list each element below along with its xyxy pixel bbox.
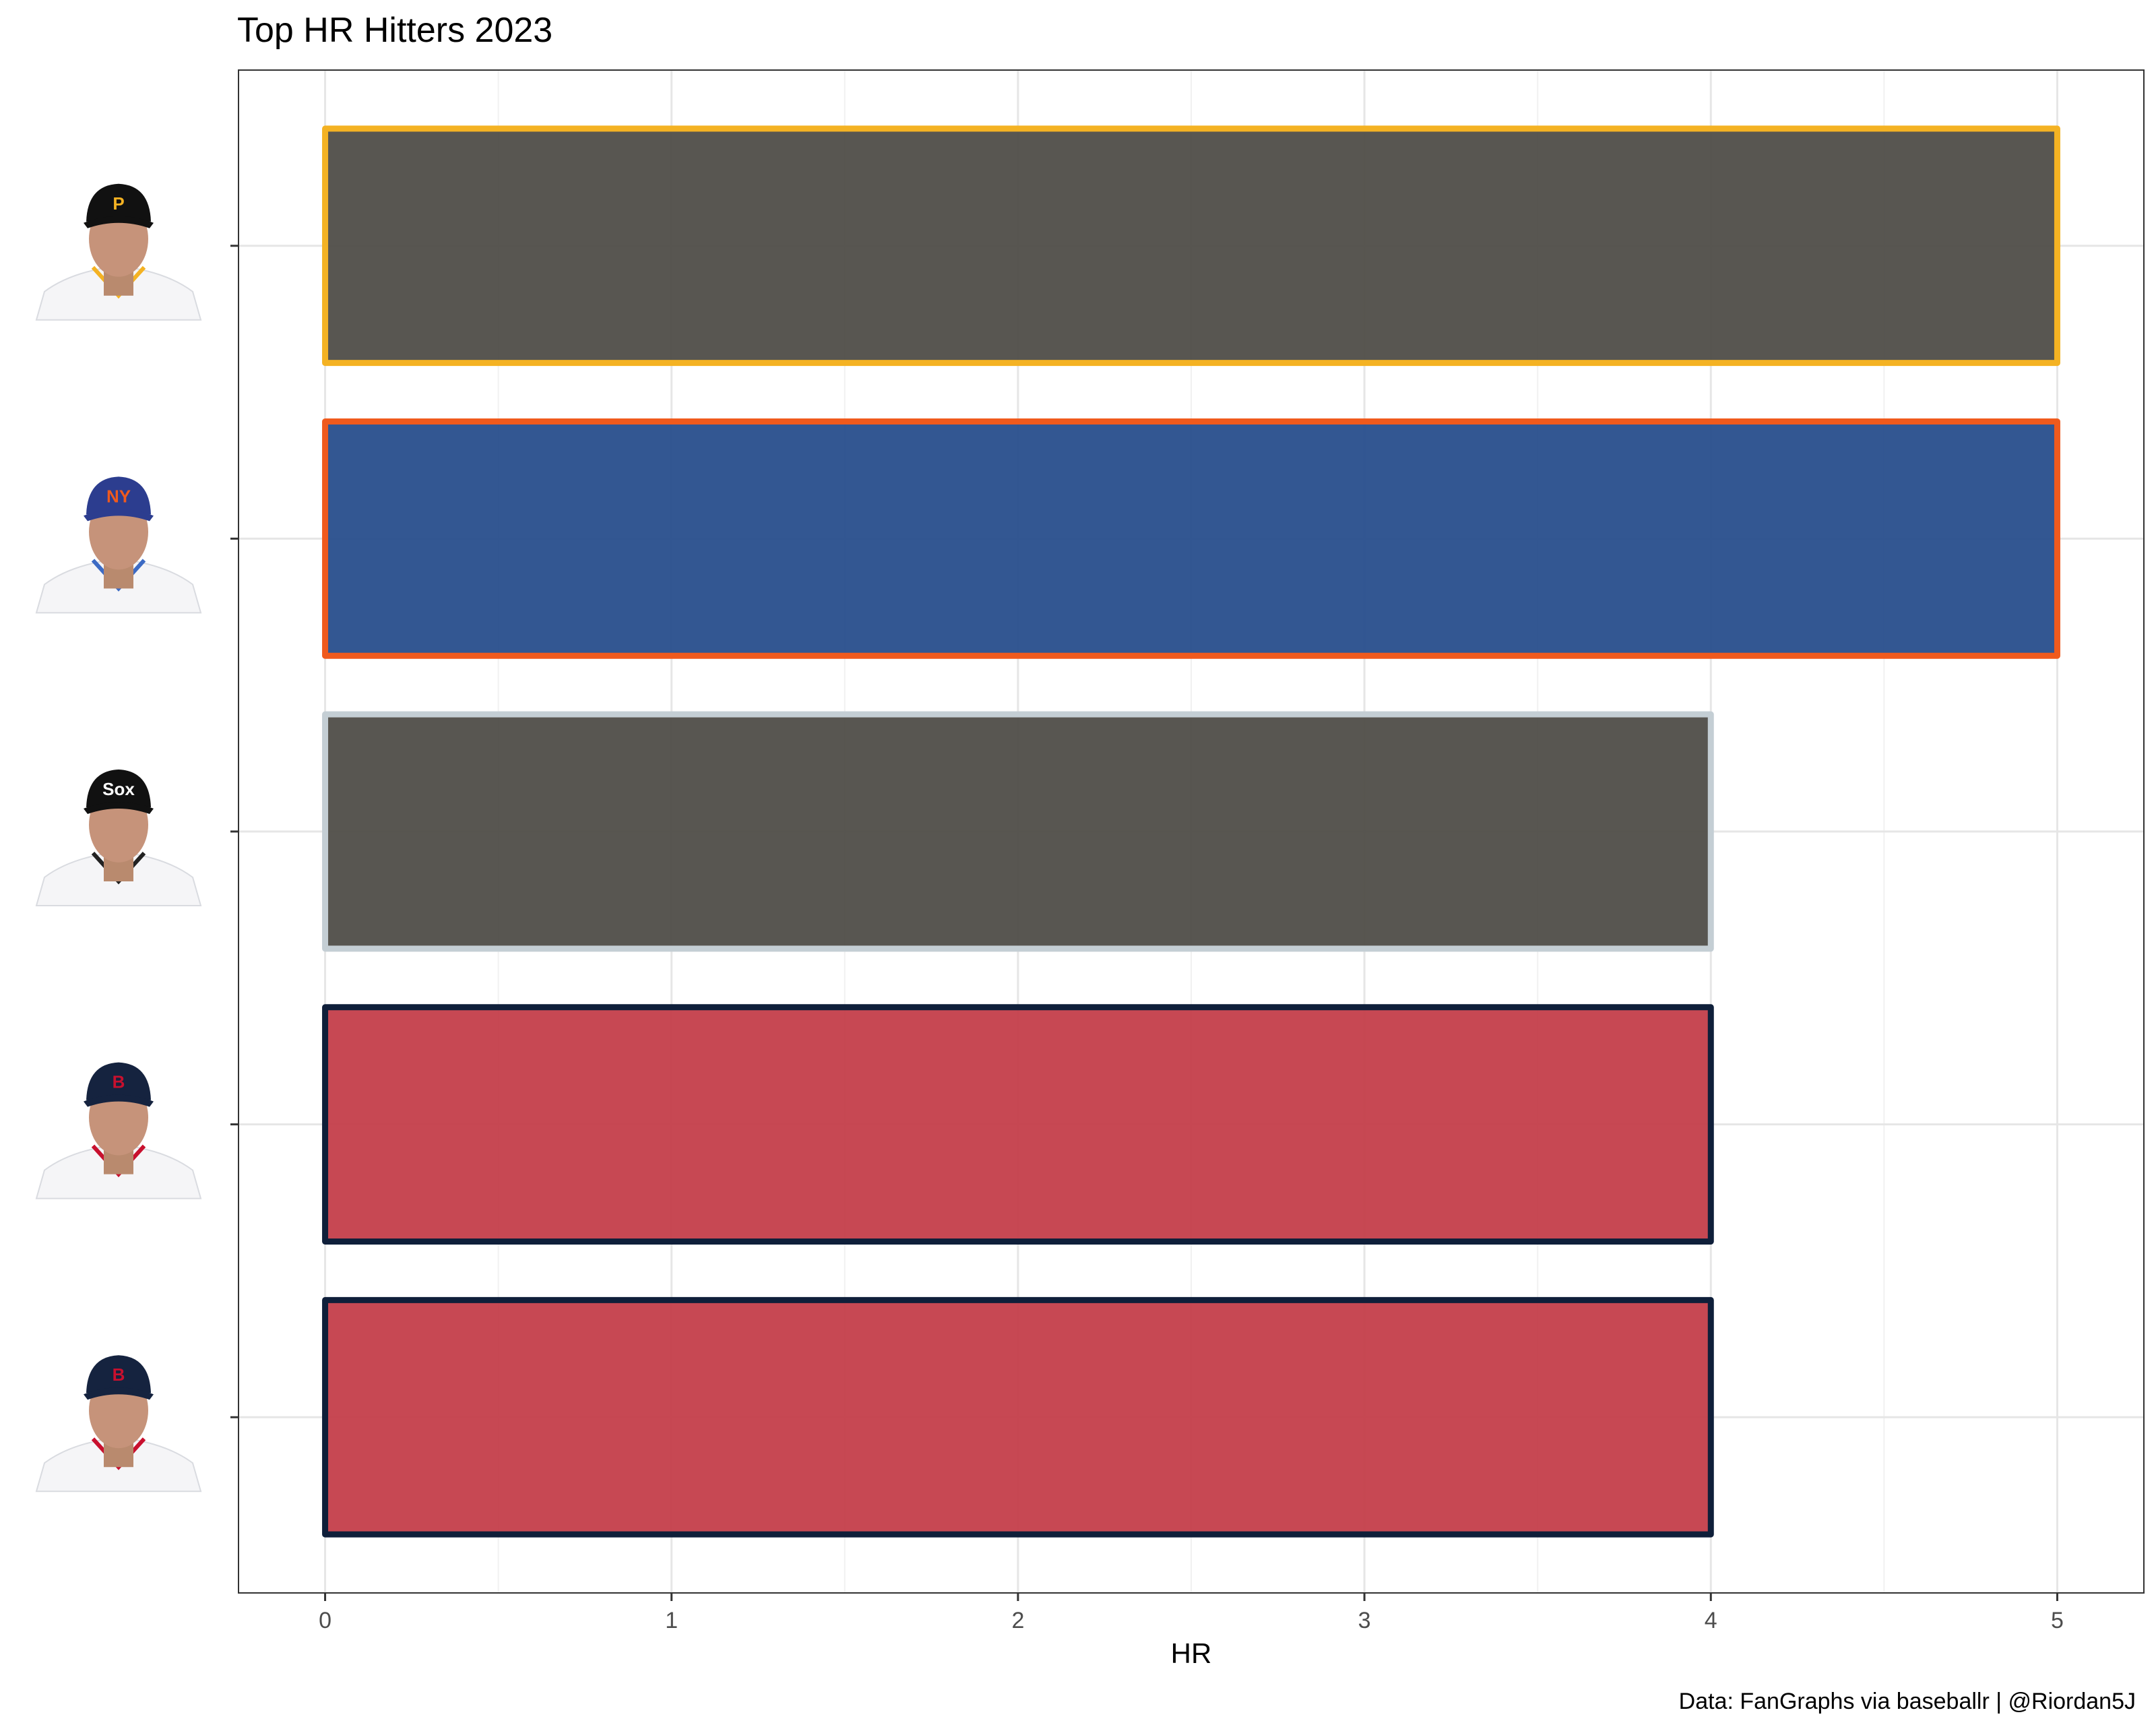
cap-shape bbox=[86, 1062, 151, 1100]
x-tick-label: 4 bbox=[1705, 1608, 1717, 1633]
bar bbox=[322, 1004, 1714, 1245]
cap-logo-shape: NY bbox=[106, 486, 131, 506]
player-avatar: Sox bbox=[35, 770, 202, 906]
cap-logo-shape: Sox bbox=[102, 779, 135, 799]
cap-logo-shape: B bbox=[113, 1072, 125, 1092]
cap-shape bbox=[86, 476, 151, 515]
bar bbox=[322, 711, 1714, 952]
x-axis: 0 1 2 3 4 5 bbox=[319, 1593, 2064, 1633]
cap-logo-shape: B bbox=[113, 1365, 125, 1385]
player-avatar: B bbox=[35, 1062, 202, 1199]
cap-brim-shape bbox=[84, 1387, 154, 1400]
bars bbox=[322, 125, 2060, 1538]
x-tick-label: 0 bbox=[319, 1608, 331, 1633]
cap-brim-shape bbox=[84, 216, 154, 228]
y-axis bbox=[230, 245, 239, 1418]
cap-logo-shape: P bbox=[113, 193, 124, 214]
player-avatars: P NY Sox B B bbox=[35, 183, 202, 1493]
cap-shape bbox=[86, 1355, 151, 1393]
bar bbox=[322, 1296, 1714, 1538]
cap-shape bbox=[86, 770, 151, 807]
player-avatar: P bbox=[35, 183, 202, 321]
bar bbox=[322, 418, 2060, 659]
jersey-collar-trim bbox=[91, 559, 146, 592]
chart-caption: Data: FanGraphs via baseballr | @Riordan… bbox=[1679, 1689, 2136, 1714]
player-avatar: NY bbox=[35, 476, 202, 614]
player-avatar: B bbox=[35, 1355, 202, 1493]
cap-brim-shape bbox=[84, 509, 154, 522]
x-tick-label: 5 bbox=[2051, 1608, 2064, 1633]
x-tick-label: 2 bbox=[1011, 1608, 1024, 1633]
cap-brim-shape bbox=[84, 1094, 154, 1107]
bar bbox=[322, 125, 2060, 367]
cap-shape bbox=[86, 183, 151, 222]
chart-title: Top HR Hitters 2023 bbox=[237, 11, 552, 50]
cap-brim-shape bbox=[84, 802, 154, 814]
x-tick-label: 3 bbox=[1358, 1608, 1371, 1633]
x-tick-label: 1 bbox=[665, 1608, 678, 1633]
jersey-collar-trim bbox=[91, 1144, 146, 1178]
x-axis-label: HR bbox=[1171, 1637, 1212, 1669]
